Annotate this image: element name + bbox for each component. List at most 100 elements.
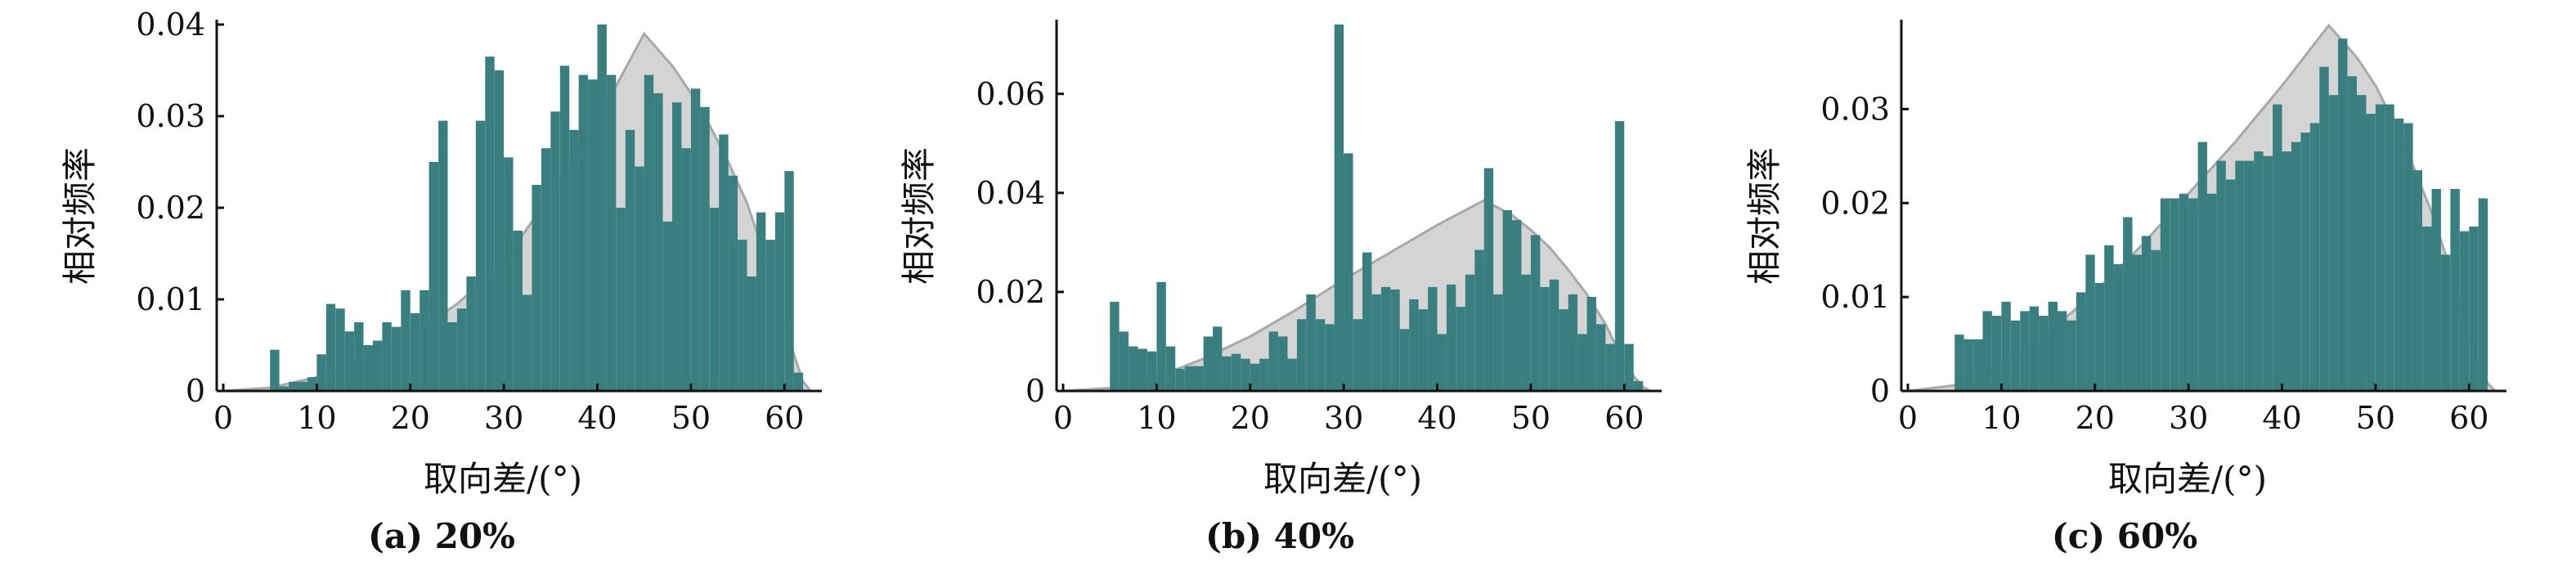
histogram-bar [2197,142,2207,391]
histogram-bar [2067,320,2076,391]
histogram-bar [2179,193,2189,391]
histogram-bar [1344,153,1353,391]
histogram-bar [2076,292,2086,391]
x-tick-label: 60 [765,400,804,436]
histogram-bar [316,354,326,391]
histogram-bar [1334,25,1344,391]
histogram-bar [1577,334,1587,391]
histogram-bar [2207,193,2217,391]
histogram-bar [1982,311,1992,391]
histogram-bar [354,322,364,391]
histogram-bar [1614,121,1625,391]
histogram-bar [1437,334,1447,391]
histogram-bar [1184,366,1195,391]
histogram-bar [523,294,532,391]
x-tick-label: 20 [2076,400,2115,436]
histogram-bar [289,381,298,391]
chart-panel-1: 0 10 20 30 40 50 60 0 0.01 0.02 0.03 0.04 取向差/(°) 相对频… [60,7,822,556]
histogram-bar [681,148,691,391]
histogram-bar [1605,344,1615,391]
histogram-bar [485,56,495,391]
histogram-bar [793,372,804,391]
histogram-bar [2403,123,2413,391]
y-axis-label: 相对频率 [899,147,939,285]
histogram-bar [606,74,617,391]
y-tick-label: 0.01 [1820,279,1890,315]
histogram-bar [672,102,682,391]
histogram-bar [1973,339,1983,391]
histogram-bar [1428,286,1438,391]
histogram-bar [1371,294,1381,391]
histogram-bar [644,74,654,391]
histogram-bar [1483,168,1494,391]
histogram-bar [597,25,607,391]
histogram-bar [373,340,383,391]
histogram-bar [2170,198,2179,391]
histogram-bar [765,240,775,391]
histogram-bar [1624,344,1634,391]
histogram-bar [1138,348,1147,391]
x-tick-label: 60 [1604,400,1644,436]
histogram-bar [1362,252,1372,391]
histogram-bar [2010,320,2021,391]
histogram-bar [1129,346,1138,391]
chart-panel-2: 0 10 20 30 40 50 60 0 0.02 0.04 0.06 取向差/(°) 相对频率 (b)… [899,20,1662,556]
histogram-bar [1493,294,1503,391]
histogram-bar [616,208,626,391]
x-axis-label: 取向差/(°) [424,459,582,499]
histogram-bar [1390,289,1400,391]
histogram-bar [391,326,402,391]
histogram-bar [2385,104,2394,391]
histogram-bar [2412,170,2422,391]
histogram-bar [2450,189,2460,391]
x-tick-label: 0 [213,400,233,436]
histogram-bar [709,208,720,391]
histogram-bar [2431,189,2441,391]
x-axis-label: 取向差/(°) [2108,459,2267,499]
x-tick-label: 40 [577,400,617,436]
x-tick-label: 10 [1981,400,2021,436]
y-tick-label: 0.06 [976,76,1045,112]
histogram-bar [2151,249,2161,391]
histogram-bar [541,148,551,391]
histogram-bar [363,345,373,391]
histogram-bar [2328,95,2339,391]
histogram-bar [2160,198,2170,391]
histogram-bar [700,106,710,392]
histogram-bar [2094,282,2105,391]
histogram-bar [1296,319,1307,391]
histogram-bar [1380,286,1391,391]
histogram-bar [2216,160,2226,391]
histogram-bar [2309,123,2320,391]
histogram-bar [559,65,570,392]
histogram-bar [1287,358,1297,391]
histogram-bar [438,120,448,391]
histogram-bar [719,134,729,391]
histogram-bar [2048,301,2058,391]
histogram-bar [1456,307,1465,391]
y-tick-label: 0 [186,373,205,409]
histogram-bar [1175,368,1185,391]
histogram-bar [420,290,429,391]
histogram-bar [2104,245,2114,391]
histogram-bar [1502,210,1512,391]
histogram-bar [1418,309,1428,391]
histogram-bar [1231,353,1241,391]
x-tick-label: 10 [1137,400,1176,436]
histogram-bar [401,290,411,391]
histogram-bar [1399,329,1410,391]
histogram-bar [625,129,635,392]
histogram-bar [307,377,317,391]
histogram-bar [504,157,514,391]
histogram-bar [2478,198,2488,391]
histogram-bar [532,185,541,391]
histogram-bar [1306,294,1316,391]
histogram-bar [2113,263,2123,391]
histogram-bar [1465,274,1475,391]
histogram-bar [1147,351,1157,391]
histogram-bar [456,308,467,391]
histogram-bar [1549,279,1560,391]
histogram-bar [1259,358,1269,391]
x-tick-label: 0 [1053,400,1073,436]
histogram-bar [588,79,598,391]
